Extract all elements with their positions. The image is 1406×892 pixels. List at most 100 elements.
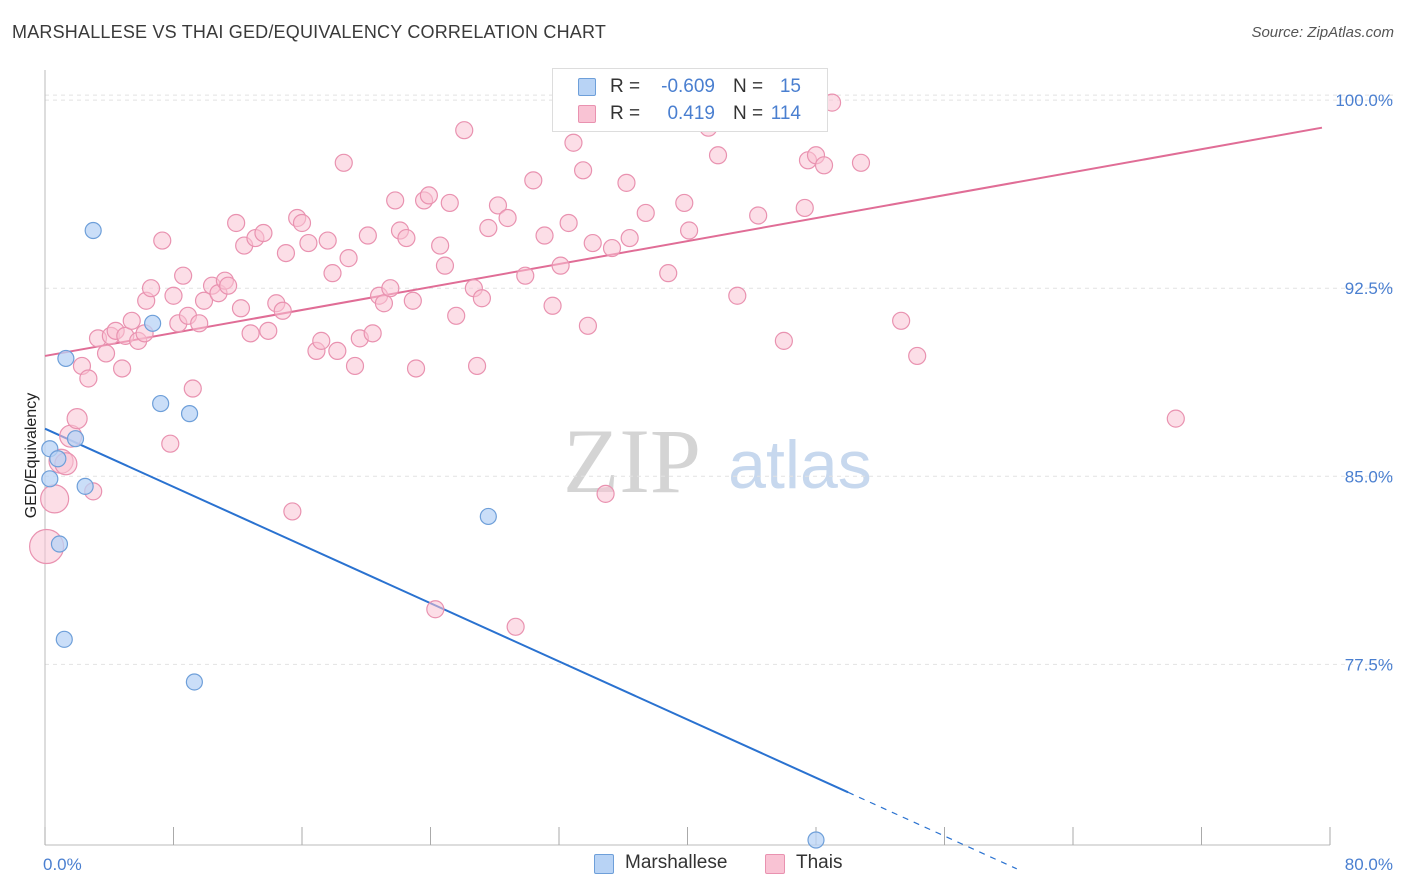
- thais-point: [328, 341, 347, 361]
- thais-point: [851, 153, 871, 172]
- n-label: N =: [733, 103, 764, 124]
- thais-point: [551, 256, 570, 275]
- axes: [44, 70, 1331, 846]
- marshallese-point: [66, 430, 85, 448]
- watermark-atlas: atlas: [728, 427, 872, 503]
- thais-point: [516, 266, 535, 285]
- marshallese-swatch: [578, 78, 596, 96]
- thais-point: [620, 228, 639, 248]
- thais-point: [892, 311, 911, 330]
- thais-point: [583, 233, 602, 253]
- thais-point: [659, 264, 678, 283]
- thais-point: [447, 306, 466, 325]
- thais-point: [431, 236, 450, 255]
- r-label: R =: [610, 103, 641, 124]
- thais-point: [479, 218, 498, 238]
- r-label: R =: [610, 76, 641, 97]
- marshallese-point: [41, 470, 59, 488]
- n-value: 114: [770, 103, 801, 124]
- thais-point: [227, 213, 246, 233]
- thais-point: [40, 484, 70, 514]
- thais-point: [79, 369, 98, 388]
- thais-point: [675, 193, 694, 213]
- y-tick-label: 85.0%: [1345, 467, 1393, 486]
- marshallese-point: [807, 831, 825, 849]
- thais-point: [292, 213, 312, 233]
- thais-point: [334, 153, 353, 172]
- thais-point: [426, 600, 445, 619]
- marshallese-point: [57, 349, 75, 368]
- thais-point: [498, 208, 517, 228]
- thais-point: [386, 191, 405, 210]
- correlation-legend: R = -0.609 N = 15 R = 0.419 N = 114: [552, 68, 828, 132]
- thais-point: [774, 331, 793, 350]
- thais-point: [455, 121, 474, 140]
- thais-point: [472, 289, 491, 308]
- marshallese-trend-extension: [847, 791, 1018, 870]
- thais-point: [814, 156, 834, 175]
- trend-lines: [44, 126, 1323, 870]
- marshallese-point: [49, 450, 67, 468]
- thais-point: [749, 206, 768, 225]
- thais-point: [112, 359, 132, 378]
- thais-point: [381, 279, 400, 298]
- thais-point: [122, 311, 141, 330]
- marshallese-swatch: [594, 854, 614, 874]
- thais-point: [435, 256, 455, 275]
- thais-point: [164, 286, 183, 305]
- x-tick-label: 0.0%: [43, 855, 82, 874]
- thais-point: [488, 196, 508, 215]
- thais-point: [397, 228, 416, 248]
- r-value: 0.419: [667, 103, 715, 124]
- thais-point: [636, 203, 655, 223]
- thais-point: [312, 331, 331, 350]
- marshallese-point: [55, 630, 73, 648]
- thais-point: [559, 213, 578, 233]
- thais-point: [339, 249, 358, 268]
- marshallese-point: [50, 535, 69, 553]
- thais-point: [535, 226, 554, 245]
- thais-point: [219, 276, 238, 295]
- thais-point: [374, 294, 394, 313]
- thais-point: [273, 301, 292, 320]
- legend-label: Marshallese: [625, 852, 728, 873]
- thais-point: [231, 299, 251, 318]
- thais-point: [96, 344, 116, 363]
- marshallese-point: [180, 405, 199, 423]
- thais-point: [602, 238, 622, 258]
- x-tick-label: 80.0%: [1345, 855, 1393, 874]
- thais-point: [506, 617, 525, 636]
- marshallese-point: [479, 507, 497, 526]
- thais-point: [174, 266, 193, 285]
- marshallese-point: [185, 673, 203, 691]
- thais-trend-line: [44, 126, 1323, 357]
- thais-point: [419, 186, 438, 205]
- thais-point: [283, 502, 302, 521]
- thais-point: [708, 146, 728, 165]
- thais-point: [66, 408, 88, 430]
- y-axis-label: GED/Equivalency: [23, 393, 40, 518]
- thais-point: [183, 379, 202, 398]
- thais-point: [276, 243, 296, 263]
- thais-point: [680, 221, 699, 240]
- thais-point: [467, 356, 487, 376]
- thais-point: [153, 231, 172, 250]
- n-value: 15: [779, 76, 801, 97]
- tick-labels: 100.0% 92.5% 85.0% 77.5% 0.0% 80.0% GED/Equiva…: [23, 91, 1393, 874]
- thais-point: [596, 484, 615, 503]
- thais-point: [318, 231, 337, 250]
- thais-point: [358, 226, 377, 245]
- y-tick-label: 100.0%: [1335, 91, 1393, 110]
- marshallese-point: [144, 314, 162, 332]
- grid-lines: [45, 94, 1395, 665]
- thais-point: [908, 346, 927, 366]
- thais-point: [141, 279, 161, 298]
- thais-point: [194, 291, 214, 310]
- thais-point: [524, 171, 543, 190]
- source-label: Source: ZipAtlas.com: [1251, 24, 1394, 41]
- n-label: N =: [733, 76, 764, 97]
- thais-point: [728, 286, 747, 305]
- thais-point: [345, 356, 365, 376]
- y-tick-label: 77.5%: [1345, 655, 1393, 674]
